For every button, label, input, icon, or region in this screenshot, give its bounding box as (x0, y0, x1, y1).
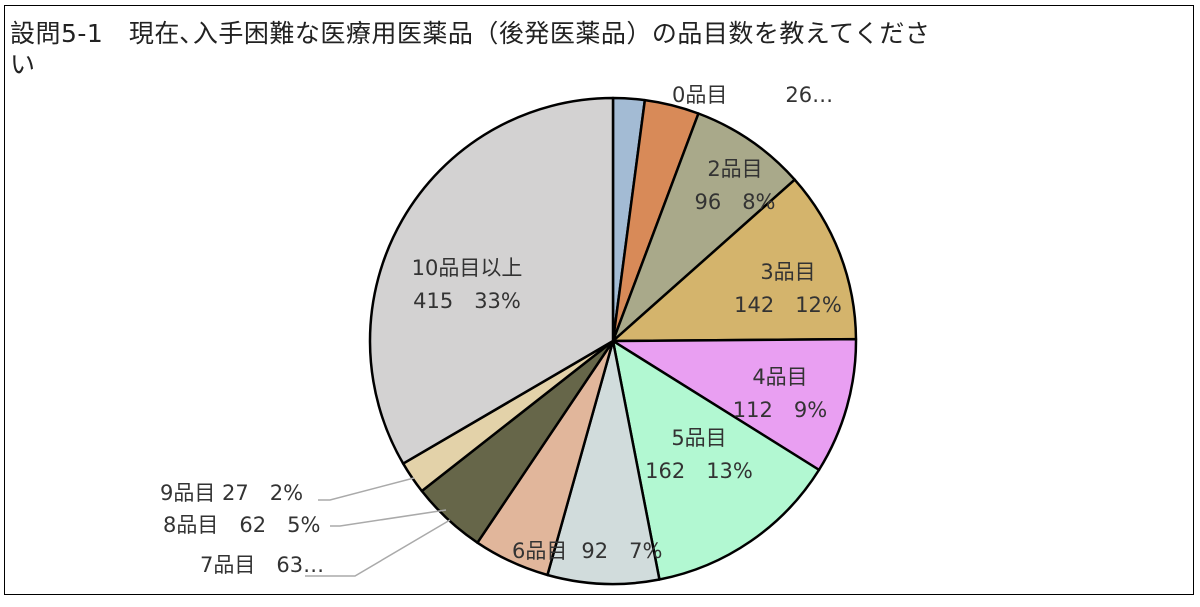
slice-label-name: 2品目 (707, 157, 762, 181)
slice-label: 8品目 62 5% (163, 513, 320, 537)
slice-label-value: 162 13% (645, 459, 753, 483)
pie-slice (611, 112, 796, 343)
slice-label: 2品目 96 8% (694, 157, 775, 214)
slice-label-value: 142 12% (734, 293, 842, 317)
slice-label-value: 112 9% (733, 398, 827, 422)
pie-slice (611, 337, 858, 472)
slice-label-name: 3品目 (760, 260, 815, 284)
slice-label: 10品目以上 415 33% (412, 256, 523, 313)
slice-label-value: 96 8% (694, 190, 775, 214)
slice-label-value: 415 33% (413, 289, 521, 313)
pie-slice (611, 178, 858, 343)
slice-label: 7品目 63… (200, 553, 324, 577)
pie-slices (368, 96, 858, 586)
pie-slice (546, 339, 661, 586)
slice-label: 0品目 26… (672, 83, 833, 107)
slice-label: 6品目 92 7% (512, 539, 662, 563)
slice-label-value: 92 7% (581, 539, 662, 563)
slice-label-value: 26… (785, 83, 833, 107)
leader-line (330, 509, 447, 527)
slice-label-name: 10品目以上 (412, 256, 523, 280)
slice-label-name: 6品目 (512, 539, 567, 563)
leader-lines (305, 477, 451, 577)
leader-line (318, 477, 415, 501)
pie-slice (611, 339, 821, 581)
slice-label: 4品目 112 9% (733, 365, 827, 422)
slice-label: 9品目 27 2% (160, 481, 303, 505)
slice-label-name: 4品目 (752, 365, 807, 389)
leader-line (305, 519, 451, 577)
slice-label: 5品目 162 13% (645, 426, 753, 483)
slice-labels: 0品目 26… 2品目 96 8% 3品目 142 12% 4品目 112 9% 5品目 162 … (160, 83, 842, 577)
slice-label-name: 5品目 (671, 426, 726, 450)
slice-label: 3品目 142 12% (734, 260, 842, 317)
chart-title: 設問5-1 現在､入手困難な医療用医薬品（後発医薬品）の品目数を教えてください (10, 19, 931, 79)
pie-slice (368, 96, 615, 465)
slice-label-name: 0品目 (672, 83, 727, 107)
